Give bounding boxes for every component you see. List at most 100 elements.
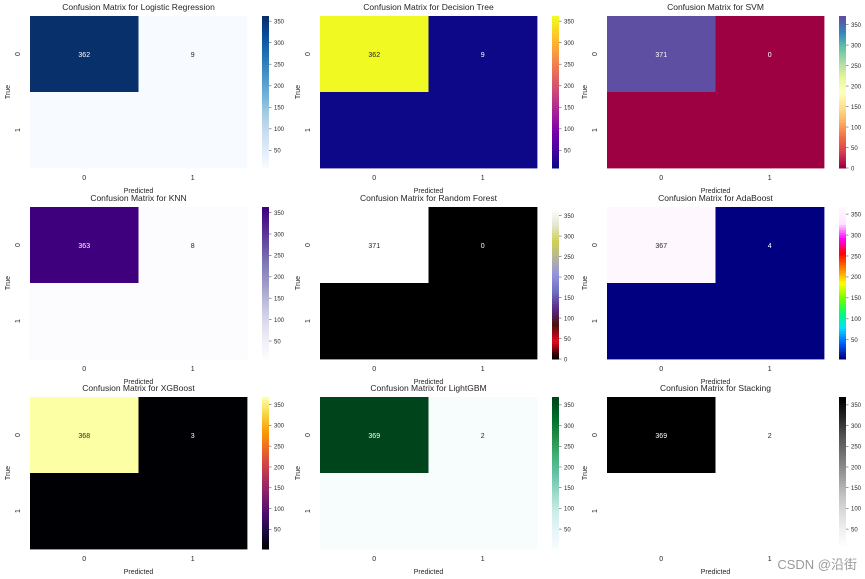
colorbar-segment xyxy=(839,234,846,238)
colorbar-segment xyxy=(262,99,269,103)
colorbar-segment xyxy=(552,33,559,37)
heatmap-cell xyxy=(607,16,716,93)
colorbar-segment xyxy=(262,528,269,532)
colorbar-segment xyxy=(262,455,269,459)
colorbar-segment xyxy=(262,142,269,146)
colorbar-tick-label: 350 xyxy=(564,214,575,220)
colorbar-segment xyxy=(262,239,269,243)
colorbar-segment xyxy=(262,97,269,101)
colorbar-segment xyxy=(262,295,269,299)
x-tick-label: 0 xyxy=(659,556,663,563)
colorbar-tick-label: 100 xyxy=(564,127,575,133)
colorbar-segment xyxy=(839,23,846,27)
colorbar-tick-label: 50 xyxy=(851,527,858,533)
colorbar-segment xyxy=(262,485,269,489)
colorbar-segment xyxy=(552,336,559,340)
colorbar-segment xyxy=(262,437,269,441)
colorbar-segment xyxy=(839,137,846,141)
colorbar-segment xyxy=(839,467,846,471)
colorbar-segment xyxy=(262,165,269,169)
heatmap-cell xyxy=(138,283,248,360)
colorbar-segment xyxy=(262,331,269,335)
colorbar-segment xyxy=(839,442,846,446)
colorbar-tick-label: 200 xyxy=(274,84,285,90)
colorbar-segment xyxy=(839,38,846,42)
colorbar-segment xyxy=(262,518,269,522)
cell-value-label: 4 xyxy=(768,243,772,250)
colorbar-segment xyxy=(552,541,559,545)
colorbar-tick-label: 250 xyxy=(564,445,575,451)
colorbar-segment xyxy=(552,104,559,108)
colorbar-segment xyxy=(552,526,559,530)
colorbar-segment xyxy=(262,338,269,342)
x-tick-label: 0 xyxy=(82,175,86,182)
chart-title: Confusion Matrix for XGBoost xyxy=(82,383,195,393)
x-tick-label: 1 xyxy=(481,366,485,373)
colorbar-segment xyxy=(839,516,846,520)
colorbar-segment xyxy=(839,31,846,35)
colorbar-segment xyxy=(262,467,269,471)
colorbar-segment xyxy=(552,64,559,68)
heatmap-cell xyxy=(320,283,429,360)
colorbar-segment xyxy=(552,500,559,504)
colorbar-segment xyxy=(262,84,269,88)
colorbar-segment xyxy=(262,92,269,96)
colorbar-segment xyxy=(262,61,269,65)
colorbar-segment xyxy=(839,66,846,70)
colorbar-segment xyxy=(839,97,846,101)
heatmap-cell xyxy=(320,473,429,550)
colorbar-segment xyxy=(262,145,269,149)
colorbar-segment xyxy=(839,346,846,350)
y-axis-label: True xyxy=(582,466,589,480)
colorbar-segment xyxy=(839,437,846,441)
colorbar-segment xyxy=(839,424,846,428)
colorbar-segment xyxy=(262,346,269,350)
colorbar-segment xyxy=(552,217,559,221)
colorbar-segment xyxy=(839,328,846,332)
colorbar-segment xyxy=(839,343,846,347)
colorbar-tick-label: 250 xyxy=(564,255,575,261)
colorbar-segment xyxy=(262,69,269,73)
colorbar-segment xyxy=(552,455,559,459)
colorbar-segment xyxy=(552,538,559,542)
colorbar-segment xyxy=(552,31,559,35)
colorbar-segment xyxy=(262,478,269,482)
colorbar-segment xyxy=(552,112,559,116)
colorbar-segment xyxy=(839,338,846,342)
colorbar-segment xyxy=(262,232,269,236)
colorbar-tick-label: 300 xyxy=(564,234,575,240)
colorbar-tick-label: 100 xyxy=(851,317,862,323)
colorbar-segment xyxy=(839,300,846,304)
colorbar-segment xyxy=(839,237,846,241)
colorbar-segment xyxy=(839,508,846,512)
colorbar-segment xyxy=(552,531,559,535)
colorbar-segment xyxy=(262,272,269,276)
colorbar-segment xyxy=(552,321,559,325)
colorbar-segment xyxy=(552,508,559,512)
x-tick-label: 0 xyxy=(659,366,663,373)
x-tick-label: 0 xyxy=(372,556,376,563)
y-tick-label: 0 xyxy=(305,52,312,56)
colorbar-segment xyxy=(839,521,846,525)
colorbar-segment xyxy=(839,224,846,228)
colorbar-segment xyxy=(839,528,846,532)
colorbar-segment xyxy=(552,485,559,489)
colorbar-segment xyxy=(262,41,269,45)
colorbar-segment xyxy=(552,122,559,126)
colorbar-segment xyxy=(552,313,559,317)
colorbar-segment xyxy=(839,36,846,40)
colorbar-segment xyxy=(552,445,559,449)
chart-title: Confusion Matrix for AdaBoost xyxy=(658,193,773,203)
colorbar-segment xyxy=(552,338,559,342)
colorbar-tick-label: 350 xyxy=(851,23,862,29)
heatmap-cell xyxy=(138,473,248,550)
colorbar-segment xyxy=(552,488,559,492)
colorbar-segment xyxy=(552,135,559,139)
heatmap-cell xyxy=(607,283,716,360)
colorbar-segment xyxy=(552,518,559,522)
y-axis-label: True xyxy=(5,85,12,99)
colorbar-segment xyxy=(839,61,846,65)
colorbar-segment xyxy=(262,511,269,515)
colorbar-segment xyxy=(552,511,559,515)
